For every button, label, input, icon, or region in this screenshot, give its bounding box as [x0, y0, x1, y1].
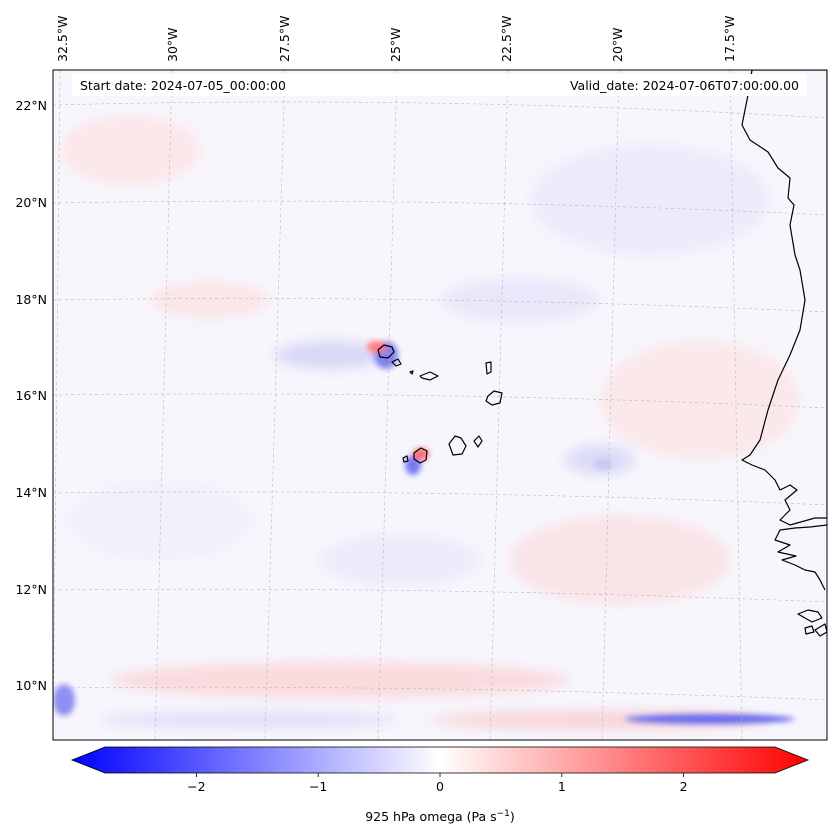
colorbar-tick-label: 1 [558, 779, 566, 794]
lon-label: 30°W [165, 27, 180, 62]
colorbar-tick-label: −1 [309, 779, 327, 794]
guinea-coastline [774, 524, 827, 591]
colorbar-label-exponent: −1 [497, 809, 510, 819]
lat-label: 20°N [15, 195, 47, 210]
longitude-labels: 32.5°W 30°W 27.5°W 25°W 22.5°W 20°W 17.5… [55, 16, 737, 62]
lat-label: 16°N [15, 388, 47, 403]
valid-date-label: Valid_date: 2024-07-06T07:00:00.00 [570, 78, 799, 93]
colorbar-tick-label: 2 [680, 779, 688, 794]
africa-coastline [741, 70, 827, 526]
colorbar-label-close: ) [510, 809, 515, 824]
colorbar-ticks: −2 −1 0 1 2 [187, 773, 688, 794]
map-panel: Start date: 2024-07-05_00:00:00 Valid_da… [53, 70, 827, 740]
lat-label: 14°N [15, 485, 47, 500]
colorbar-tick-label: −2 [187, 779, 205, 794]
colorbar-tick-label: 0 [436, 779, 444, 794]
omega-field-anomalies [60, 115, 800, 730]
colorbar-bar [70, 746, 810, 774]
graticule [53, 70, 827, 740]
latitude-labels: 22°N 20°N 18°N 16°N 14°N 12°N 10°N [15, 98, 47, 693]
map-frame [52, 69, 828, 741]
bijagos-islands [797, 609, 827, 637]
lon-label: 17.5°W [722, 16, 737, 62]
lon-label: 22.5°W [499, 16, 514, 62]
lon-label: 32.5°W [55, 16, 70, 62]
lon-label: 27.5°W [277, 16, 292, 62]
lat-label: 22°N [15, 98, 47, 113]
cape-verde-islands [377, 344, 503, 464]
date-banner [72, 74, 807, 96]
lon-label: 25°W [388, 27, 403, 62]
lat-label: 12°N [15, 582, 47, 597]
start-date-label: Start date: 2024-07-05_00:00:00 [80, 78, 286, 93]
colorbar-label: 925 hPa omega (Pa s−1) [365, 809, 515, 824]
lat-label: 18°N [15, 292, 47, 307]
colorbar: −2 −1 0 1 2 925 hPa omega (Pa s−1) [70, 746, 810, 824]
colorbar-label-text: 925 hPa omega (Pa s [365, 809, 496, 824]
lat-label: 10°N [15, 678, 47, 693]
lon-label: 20°W [610, 27, 625, 62]
